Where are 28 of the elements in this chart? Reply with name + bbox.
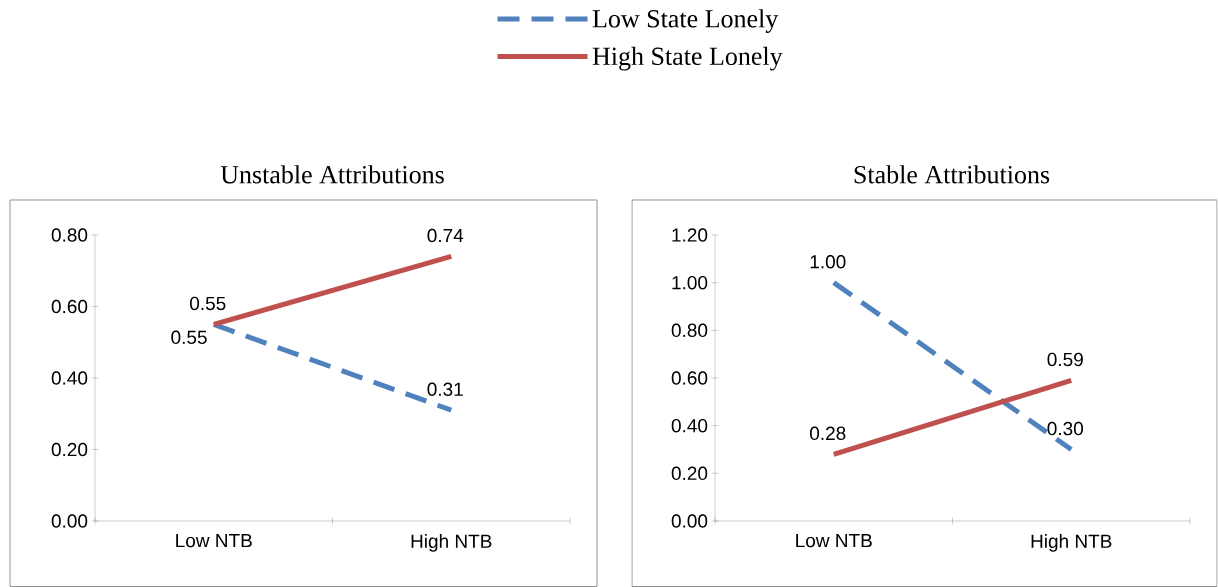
y-tick-label: 0.60: [671, 371, 708, 385]
y-tick-label: 0.20: [671, 466, 708, 481]
y-tick-label: 0.80: [671, 323, 708, 338]
data-label: 1.00: [810, 255, 846, 269]
data-label: 0.31: [427, 382, 463, 396]
legend-label: Low State Lonely: [592, 9, 779, 33]
y-tick-label: 0.80: [51, 228, 88, 242]
y-tick-label: 0.00: [671, 514, 708, 528]
y-tick-label: 0.60: [51, 299, 88, 314]
x-tick-label: High NTB: [1031, 534, 1112, 552]
y-tick-label: 1.00: [672, 275, 708, 290]
data-label: 0.55: [190, 296, 226, 311]
data-label: 0.28: [810, 426, 846, 441]
y-tick-label: 1.20: [672, 228, 708, 242]
y-tick-label: 0.40: [51, 371, 88, 385]
x-tick-label: Low NTB: [176, 534, 252, 548]
y-tick-label: 0.40: [671, 418, 708, 433]
legend-label: High State Lonely: [592, 46, 783, 71]
chart-title: Stable Attributions: [854, 165, 1050, 184]
data-label: 0.55: [171, 330, 207, 345]
chart-title: Unstable Attributions: [220, 165, 444, 184]
data-label: 0.74: [427, 228, 464, 243]
x-tick-label: Low NTB: [796, 534, 872, 548]
y-tick-label: 0.20: [51, 442, 88, 457]
x-tick-label: High NTB: [411, 534, 492, 552]
y-tick-label: 0.00: [51, 514, 88, 528]
data-label: 0.59: [1047, 352, 1083, 367]
data-label: 0.30: [1047, 421, 1083, 436]
